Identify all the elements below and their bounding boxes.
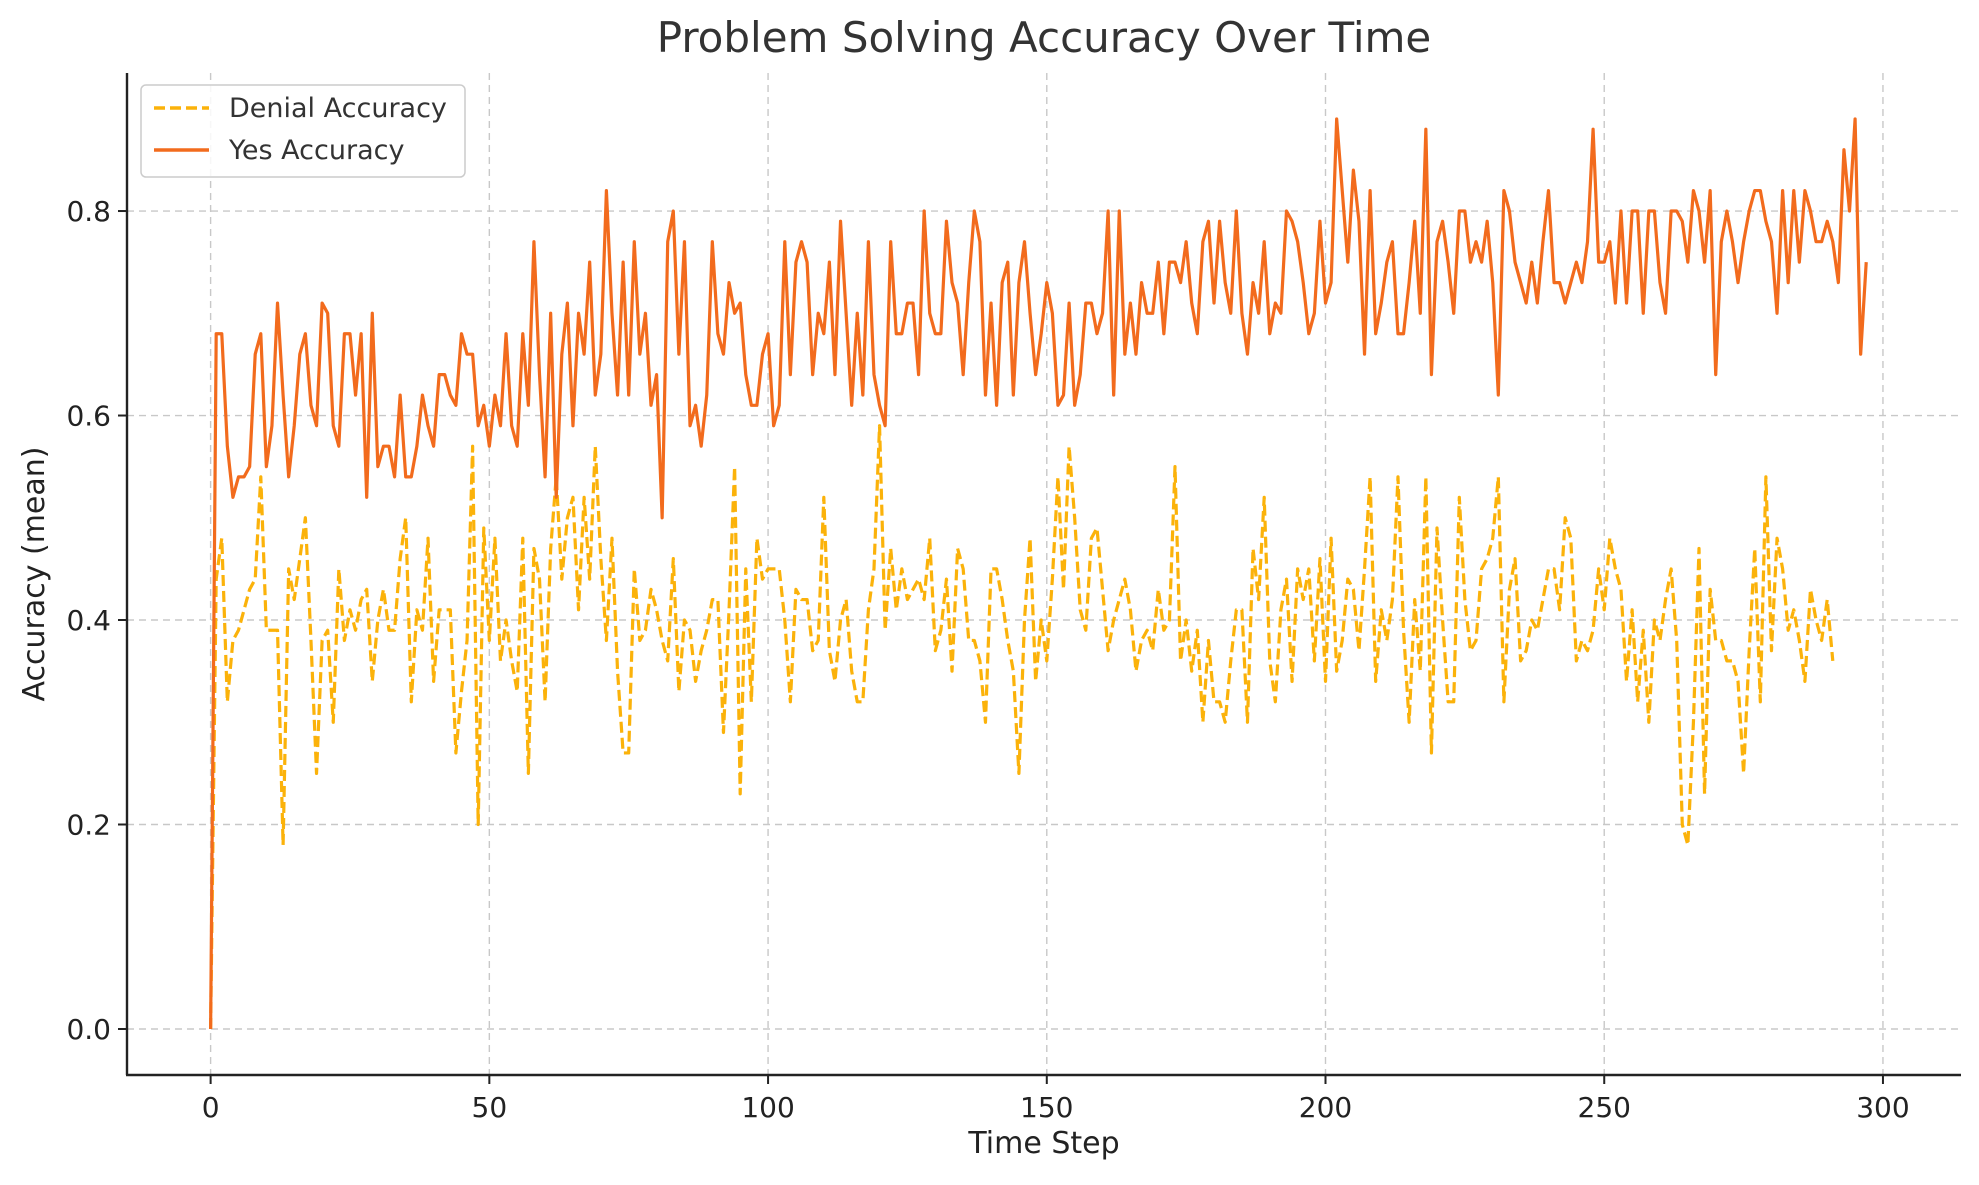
x-tick-label: 50 [472,1091,508,1124]
x-tick-label: 250 [1578,1091,1631,1124]
y-tick-label: 0.6 [66,400,111,433]
chart-title: Problem Solving Accuracy Over Time [657,13,1432,62]
legend-label-denial-accuracy: Denial Accuracy [229,93,447,124]
series-line-denial-accuracy [209,424,1835,1030]
x-tick-label: 300 [1856,1091,1909,1124]
y-tick-label: 0.8 [66,195,111,228]
y-tick-label: 0.2 [66,809,111,842]
y-tick-label: 0.4 [66,604,111,637]
x-axis-title: Time Step [967,1126,1119,1161]
legend-label-yes-accuracy: Yes Accuracy [228,135,404,166]
y-tick-label: 0.0 [66,1013,111,1046]
series-line-yes-accuracy [209,117,1868,1030]
legend: Denial Accuracy Yes Accuracy [140,84,466,178]
x-tick-label: 150 [1020,1091,1073,1124]
x-tick-label: 200 [1299,1091,1352,1124]
legend-box [140,84,466,178]
y-axis-title: Accuracy (mean) [17,447,52,702]
x-tick-label: 0 [202,1091,220,1124]
series-layer [209,117,1868,1030]
x-tick-label: 100 [741,1091,794,1124]
ticks: 0 50 100 150 200 250 300 0.0 0.2 0.4 0.6 0.8 [66,195,1909,1124]
